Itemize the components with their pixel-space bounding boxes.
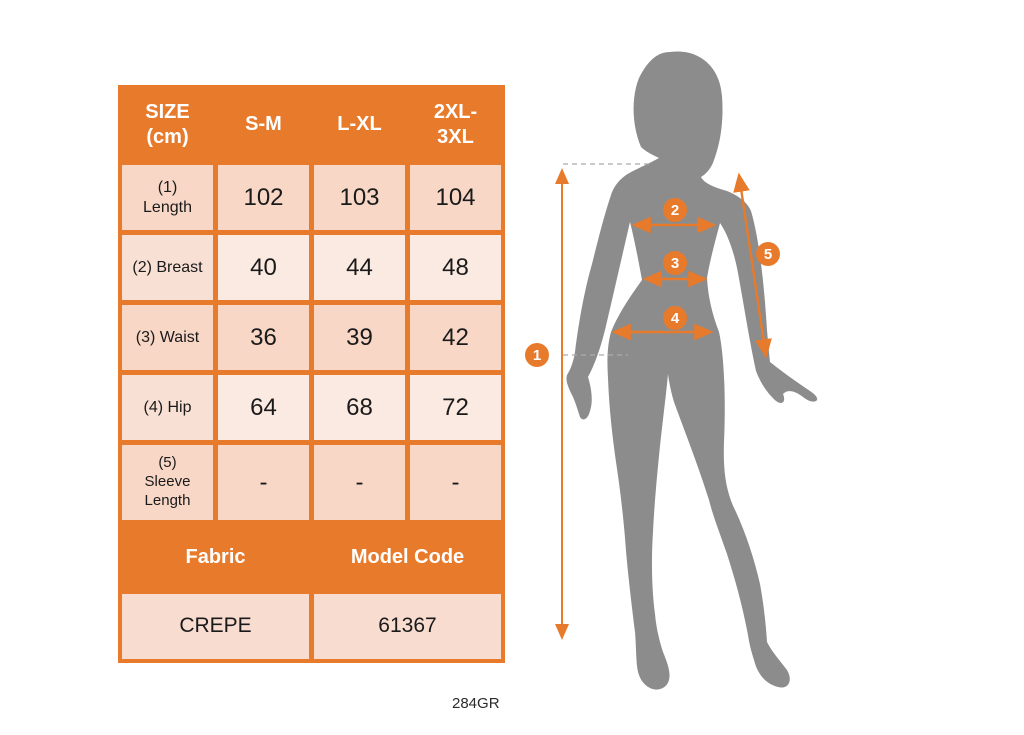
length-lxl-value: 103 xyxy=(314,165,405,230)
product-weight-note: 284GR xyxy=(452,695,500,712)
marker-4-hip: 4 xyxy=(663,306,687,330)
column-header-sm: S-M xyxy=(218,89,309,160)
size-chart-table: SIZE (cm) S-M L-XL 2XL- 3XL (1) Length 1… xyxy=(118,85,505,663)
hip-sm-value: 64 xyxy=(218,375,309,440)
body-measurement-diagram xyxy=(555,51,818,690)
model-code-value: 61367 xyxy=(314,594,501,659)
waist-lxl-value: 39 xyxy=(314,305,405,370)
waist-2xl3xl-value: 42 xyxy=(410,305,501,370)
model-code-header: Model Code xyxy=(314,525,501,589)
hip-lxl-value: 68 xyxy=(314,375,405,440)
row-label-breast: (2) Breast xyxy=(122,235,213,300)
fabric-header: Fabric xyxy=(122,525,309,589)
waist-sm-value: 36 xyxy=(218,305,309,370)
sleeve-sm-value: - xyxy=(218,445,309,520)
sleeve-arrow xyxy=(733,172,772,359)
row-label-sleeve-length: (5) Sleeve Length xyxy=(122,445,213,520)
sleeve-lxl-value: - xyxy=(314,445,405,520)
row-label-hip: (4) Hip xyxy=(122,375,213,440)
breast-2xl3xl-value: 48 xyxy=(410,235,501,300)
breast-sm-value: 40 xyxy=(218,235,309,300)
size-header-cell: SIZE (cm) xyxy=(122,89,213,160)
length-2xl3xl-value: 104 xyxy=(410,165,501,230)
length-sm-value: 102 xyxy=(218,165,309,230)
marker-1-length: 1 xyxy=(525,343,549,367)
marker-2-breast: 2 xyxy=(663,198,687,222)
column-header-lxl: L-XL xyxy=(314,89,405,160)
fabric-value: CREPE xyxy=(122,594,309,659)
woman-silhouette-icon xyxy=(566,51,818,690)
marker-3-waist: 3 xyxy=(663,251,687,275)
hip-2xl3xl-value: 72 xyxy=(410,375,501,440)
column-header-2xl3xl: 2XL- 3XL xyxy=(410,89,501,160)
marker-5-sleeve: 5 xyxy=(756,242,780,266)
sleeve-2xl3xl-value: - xyxy=(410,445,501,520)
breast-lxl-value: 44 xyxy=(314,235,405,300)
row-label-waist: (3) Waist xyxy=(122,305,213,370)
row-label-length: (1) Length xyxy=(122,165,213,230)
